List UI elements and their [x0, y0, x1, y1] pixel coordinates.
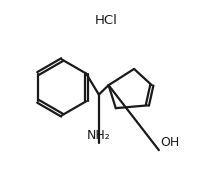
Text: HCl: HCl: [95, 14, 117, 27]
Text: NH₂: NH₂: [87, 129, 111, 142]
Text: OH: OH: [160, 136, 179, 149]
